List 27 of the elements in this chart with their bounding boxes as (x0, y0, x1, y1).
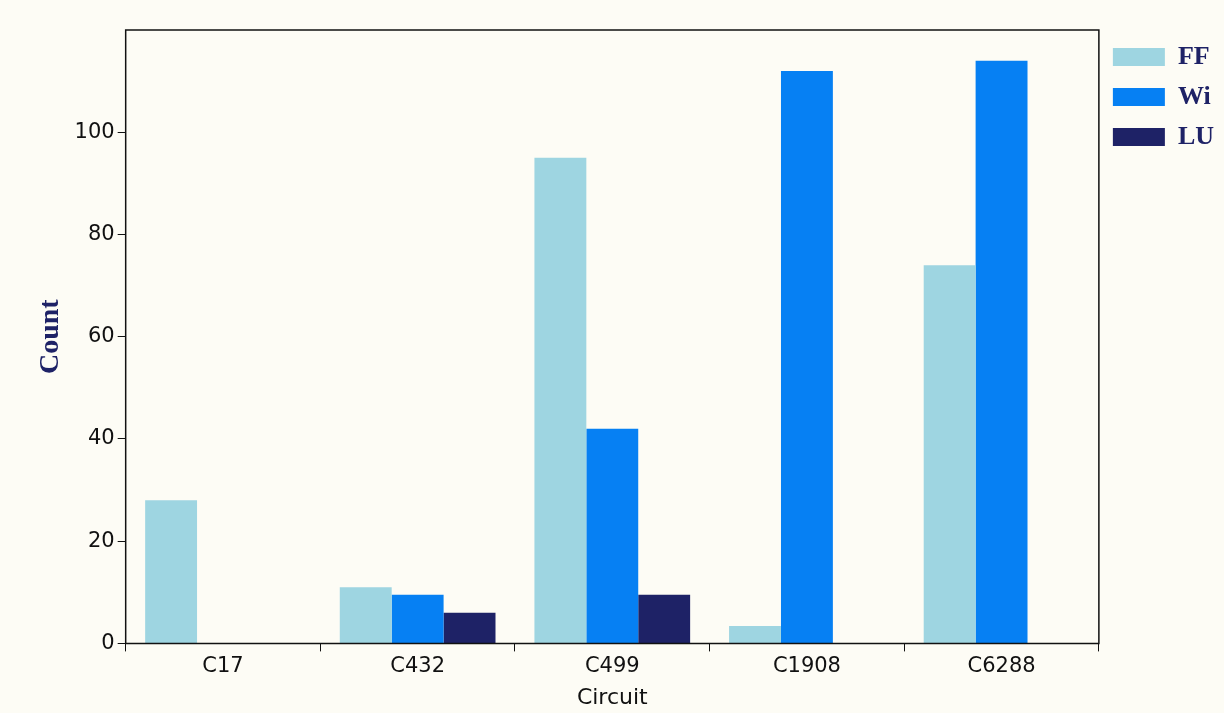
x-axis-title: Circuit (576, 683, 649, 709)
bar (729, 626, 781, 643)
y-tick-label: 20 (87, 527, 115, 552)
bar (145, 500, 198, 643)
y-tick-label: 80 (87, 220, 115, 245)
bar (780, 70, 833, 643)
y-tick-label: 60 (87, 323, 115, 348)
x-tick-label: C499 (584, 653, 640, 678)
x-tick-label: C432 (390, 653, 446, 678)
bar (339, 587, 392, 643)
bar (534, 157, 587, 643)
legend-label: Wi (1177, 80, 1211, 110)
bar (638, 594, 691, 643)
bar (586, 428, 639, 643)
bar (923, 265, 976, 643)
bar (391, 594, 444, 643)
x-tick-label: C1908 (772, 653, 841, 678)
x-tick-label: C6288 (967, 653, 1036, 678)
y-axis-title: Count (33, 298, 65, 375)
legend-label: LU (1177, 120, 1215, 150)
x-tick-label: C17 (202, 653, 244, 678)
bar (975, 60, 1028, 643)
y-tick-label: 0 (101, 629, 115, 654)
y-tick-label: 100 (74, 118, 115, 143)
legend-label: FF (1177, 40, 1210, 70)
y-tick-label: 40 (87, 425, 115, 450)
bar (443, 612, 496, 643)
